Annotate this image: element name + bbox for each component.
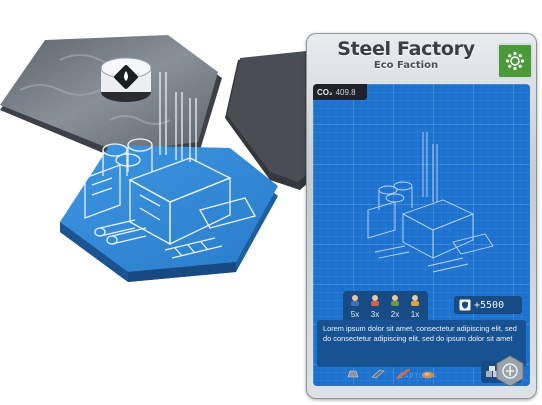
- worker-c-icon: [391, 295, 399, 306]
- card-subtitle: Eco Faction: [373, 60, 439, 71]
- resource-slot: 2x: [393, 366, 413, 386]
- ore-icon: [422, 371, 434, 379]
- steel-ingot-icon: [347, 370, 359, 378]
- card-header: Steel Factory Eco Faction: [314, 39, 498, 81]
- storage-blocks-icon: [486, 366, 499, 377]
- steel-factory-model: [84, 72, 256, 259]
- dark-hex-tile[interactable]: [225, 50, 320, 190]
- resource-slot: 2x: [343, 366, 363, 386]
- worker-b-icon: [371, 295, 379, 306]
- worker-slot: 5x: [346, 293, 364, 319]
- blueprint-hex-tile[interactable]: [60, 145, 278, 282]
- worker-d-icon: [411, 295, 419, 306]
- blueprint-panel: CO₂ 409.8 5x: [313, 84, 530, 386]
- worker-slot: 1x: [406, 293, 424, 319]
- worker-slot: 2x: [386, 293, 404, 319]
- score-panel: +5500: [454, 296, 522, 314]
- card-title: Steel Factory: [337, 38, 475, 60]
- co2-label: CO₂: [317, 87, 333, 97]
- metal-bar-icon: [371, 369, 385, 379]
- worker-count: 5x: [350, 310, 360, 319]
- building-card[interactable]: Steel Factory Eco Faction CO₂ 409.8: [306, 33, 537, 399]
- resource-slot: 2x: [368, 366, 388, 386]
- worker-a-icon: [351, 295, 359, 306]
- score-value: +5500: [474, 299, 505, 311]
- factory-blueprint-drawing: [367, 132, 494, 273]
- worker-count: 2x: [390, 310, 400, 319]
- card-description: Lorem ipsum dolor sit amet, consectetur …: [317, 320, 526, 367]
- worker-count: 1x: [410, 310, 420, 319]
- corner-badge-icon: [495, 355, 525, 387]
- resource-count: 2x: [368, 385, 388, 386]
- co2-indicator: CO₂ 409.8: [313, 84, 367, 100]
- resource-slot: 2x: [418, 366, 438, 386]
- resource-count: 2x: [343, 385, 363, 386]
- worker-slot: 3x: [366, 293, 384, 319]
- worker-count: 3x: [370, 310, 380, 319]
- co2-value: 409.8: [335, 87, 356, 97]
- resource-count: 2x: [418, 385, 438, 386]
- workers-panel: 5x 3x 2x 1x: [343, 291, 428, 320]
- oil-barrel-icon: [100, 57, 152, 102]
- rod-icon: [396, 368, 410, 380]
- resource-count: 2x: [393, 385, 413, 386]
- shield-score-icon: [459, 299, 471, 311]
- resource-cost-row: 2x 2x 2x 2x: [343, 366, 483, 386]
- brand-watermark: CAPTORIA: [399, 374, 438, 380]
- eco-faction-icon: [497, 43, 533, 79]
